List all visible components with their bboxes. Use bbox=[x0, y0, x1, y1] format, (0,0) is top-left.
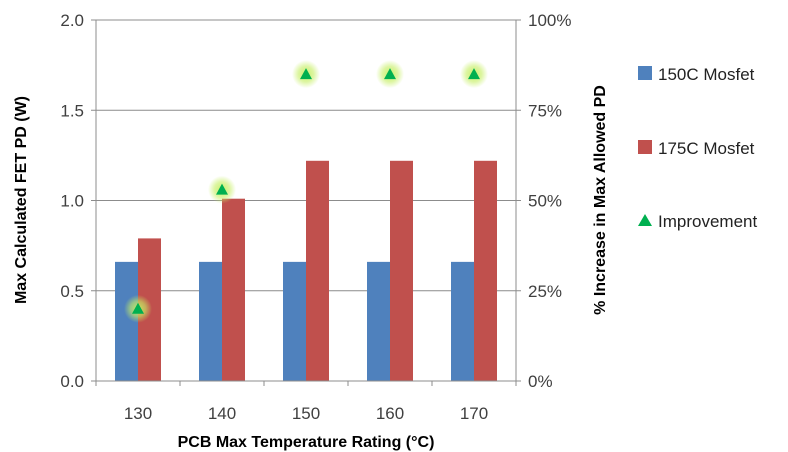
legend-triangle-icon bbox=[638, 214, 652, 226]
y-tick-label: 1.5 bbox=[60, 101, 84, 120]
x-tick-label: 140 bbox=[208, 404, 236, 423]
improvement-point-170 bbox=[468, 68, 480, 80]
bar-175c-mosfet-160 bbox=[390, 160, 413, 381]
y2-tick-label: 0% bbox=[528, 372, 553, 391]
improvement-markers bbox=[124, 60, 488, 323]
bar-150c-mosfet-130 bbox=[115, 261, 138, 381]
y-axis-title: Max Calculated FET PD (W) bbox=[13, 96, 30, 304]
bars bbox=[115, 160, 497, 381]
x-tick-label: 170 bbox=[460, 404, 488, 423]
improvement-point-150 bbox=[300, 68, 312, 80]
legend-label-175c-mosfet: 175C Mosfet bbox=[658, 139, 755, 158]
x-tick-label: 160 bbox=[376, 404, 404, 423]
y2-tick-label: 75% bbox=[528, 101, 562, 120]
improvement-point-140 bbox=[216, 183, 228, 195]
axes bbox=[91, 19, 521, 386]
bar-150c-mosfet-160 bbox=[367, 261, 390, 381]
y2-tick-label: 100% bbox=[528, 11, 571, 30]
x-tick-label: 150 bbox=[292, 404, 320, 423]
y-tick-label: 0.5 bbox=[60, 282, 84, 301]
y-tick-label: 1.0 bbox=[60, 192, 84, 211]
improvement-point-160 bbox=[384, 68, 396, 80]
x-tick-label: 130 bbox=[124, 404, 152, 423]
y2-tick-label: 25% bbox=[528, 282, 562, 301]
x-axis-title: PCB Max Temperature Rating (°C) bbox=[178, 434, 435, 451]
bar-150c-mosfet-150 bbox=[283, 261, 306, 381]
x-axis-ticks: 130 140 150 160 170 bbox=[124, 404, 488, 423]
bar-150c-mosfet-140 bbox=[199, 261, 222, 381]
y2-axis-ticks: 0% 25% 50% 75% 100% bbox=[528, 11, 571, 391]
y-tick-label: 0.0 bbox=[60, 372, 84, 391]
y-tick-label: 2.0 bbox=[60, 11, 84, 30]
bar-150c-mosfet-170 bbox=[451, 261, 474, 381]
legend: 150C Mosfet 175C Mosfet Improvement bbox=[638, 65, 757, 231]
y2-axis-title: % Increase in Max Allowed PD bbox=[592, 85, 609, 315]
legend-label-improvement: Improvement bbox=[658, 212, 757, 231]
bar-175c-mosfet-170 bbox=[474, 160, 497, 381]
legend-label-150c-mosfet: 150C Mosfet bbox=[658, 65, 755, 84]
bar-175c-mosfet-150 bbox=[306, 160, 329, 381]
bar-175c-mosfet-140 bbox=[222, 198, 245, 381]
legend-swatch-175c-mosfet bbox=[638, 140, 652, 154]
legend-swatch-150c-mosfet bbox=[638, 66, 652, 80]
y-axis-ticks: 0.0 0.5 1.0 1.5 2.0 bbox=[60, 11, 84, 391]
improvement-point-130 bbox=[132, 302, 144, 314]
y2-tick-label: 50% bbox=[528, 192, 562, 211]
